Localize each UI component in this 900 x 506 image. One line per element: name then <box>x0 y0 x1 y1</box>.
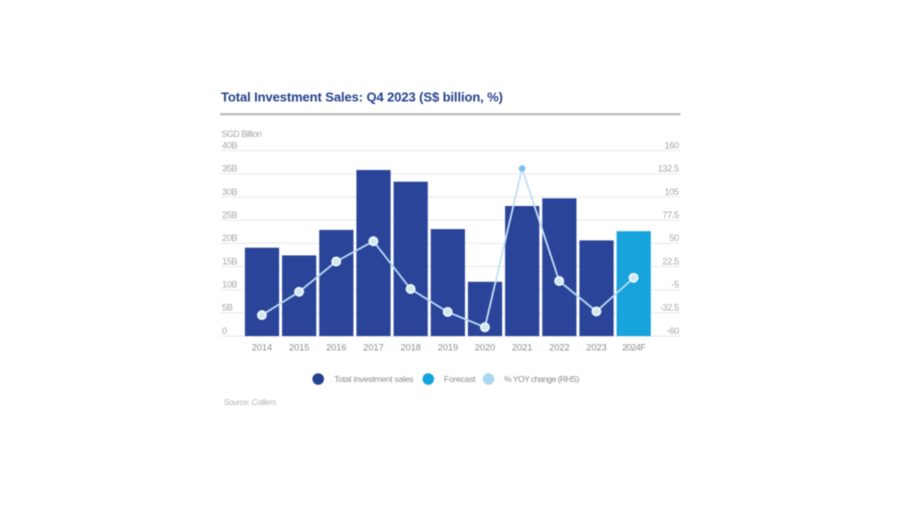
svg-text:2014: 2014 <box>252 342 272 352</box>
svg-text:15B: 15B <box>222 256 237 266</box>
svg-text:-5: -5 <box>671 280 679 290</box>
svg-text:2021: 2021 <box>512 342 532 352</box>
svg-text:Total investment sales: Total investment sales <box>334 374 413 384</box>
svg-text:2015: 2015 <box>289 342 309 352</box>
svg-text:0: 0 <box>222 326 227 336</box>
svg-text:5B: 5B <box>222 303 233 313</box>
svg-text:25B: 25B <box>222 210 237 220</box>
svg-text:-60: -60 <box>667 326 679 336</box>
svg-text:% YOY change (RHS): % YOY change (RHS) <box>504 374 579 384</box>
svg-text:30B: 30B <box>222 187 237 197</box>
svg-text:2016: 2016 <box>326 342 346 352</box>
svg-text:20B: 20B <box>222 233 237 243</box>
svg-text:2018: 2018 <box>400 342 420 352</box>
svg-text:Source: Colliers: Source: Colliers <box>224 398 276 407</box>
svg-text:132.5: 132.5 <box>658 164 679 174</box>
svg-text:105: 105 <box>665 187 679 197</box>
svg-text:40B: 40B <box>222 140 237 150</box>
svg-text:Total Investment Sales: Q4 202: Total Investment Sales: Q4 2023 (S$ bill… <box>221 89 503 104</box>
svg-text:2019: 2019 <box>438 342 458 352</box>
svg-text:77.5: 77.5 <box>662 210 679 220</box>
svg-text:-32.5: -32.5 <box>660 303 679 313</box>
svg-text:2020: 2020 <box>475 342 495 352</box>
svg-text:22.5: 22.5 <box>662 256 679 266</box>
svg-text:35B: 35B <box>222 164 237 174</box>
svg-text:10B: 10B <box>222 280 237 290</box>
svg-text:2023: 2023 <box>586 342 606 352</box>
svg-text:160: 160 <box>665 140 679 150</box>
svg-text:2017: 2017 <box>363 342 383 352</box>
svg-text:2022: 2022 <box>549 342 569 352</box>
svg-text:Forecast: Forecast <box>444 374 476 384</box>
svg-text:50: 50 <box>669 233 679 243</box>
svg-text:2024F: 2024F <box>622 342 646 352</box>
svg-text:SGD Billion: SGD Billion <box>222 129 263 139</box>
